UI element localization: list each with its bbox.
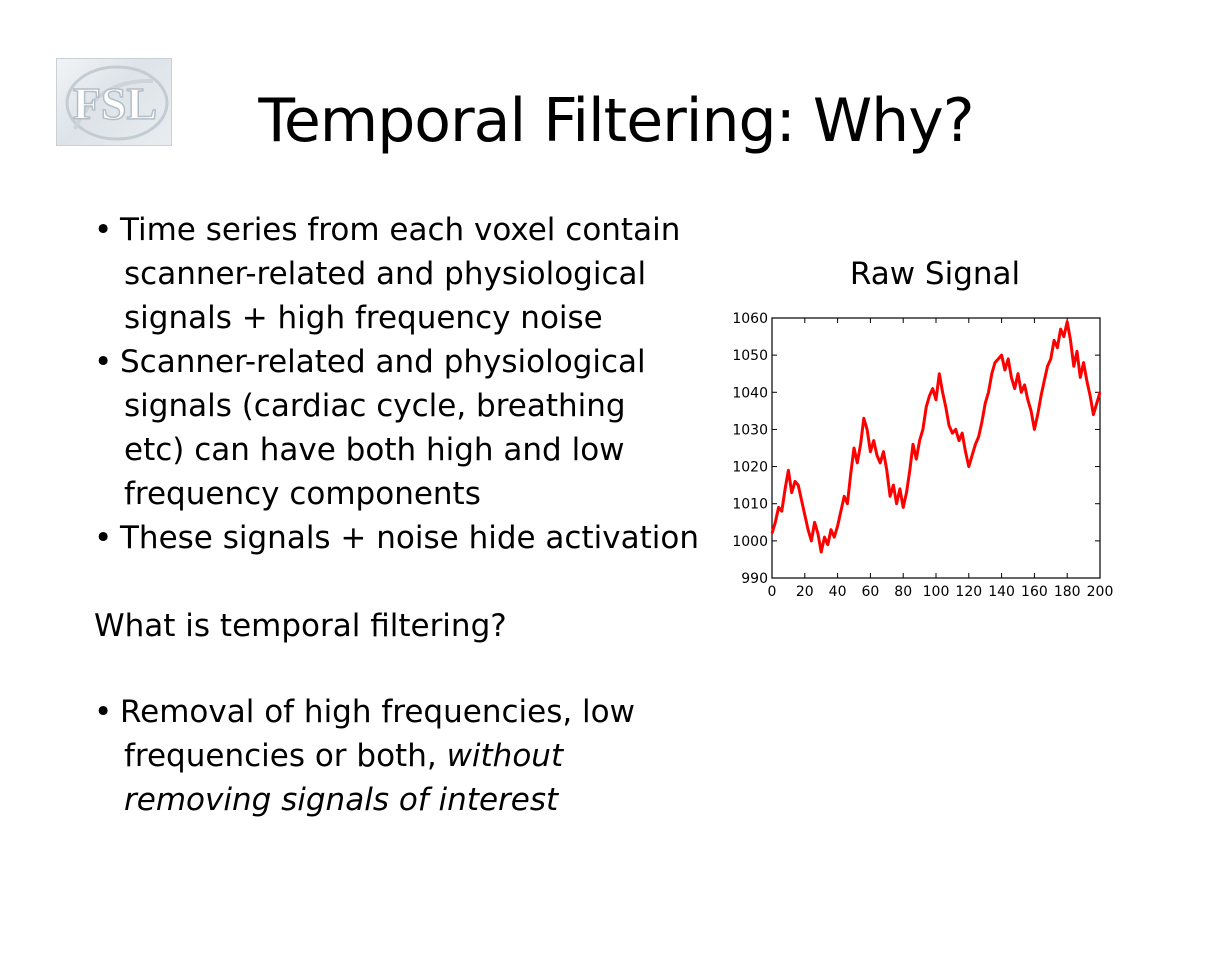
x-tick-label: 20 xyxy=(796,584,814,600)
answer-line-2-italic: without xyxy=(446,738,564,774)
bullet-1-line-3: signals + high frequency noise xyxy=(124,300,603,336)
bullet-3-line-1: These signals + noise hide activation xyxy=(120,520,699,556)
x-tick-label: 0 xyxy=(768,584,777,600)
x-tick-label: 200 xyxy=(1087,584,1114,600)
answer-line-2: frequencies or both, xyxy=(124,738,447,774)
bullet-1-line-2: scanner-related and physiological xyxy=(124,256,647,292)
bullet-2-line-1: Scanner-related and physiological xyxy=(120,344,646,380)
signal-series-line xyxy=(770,320,1102,554)
slide-title: Temporal Filtering: Why? xyxy=(258,86,974,156)
y-tick-label: 1060 xyxy=(732,311,768,327)
bullet-item-2: • Scanner-related and physiological signa… xyxy=(94,340,699,516)
answer-bullet: • Removal of high frequencies, low freque… xyxy=(94,690,635,822)
x-tick-label: 160 xyxy=(1021,584,1048,600)
logo-text: FSL xyxy=(73,78,157,129)
x-tick-label: 120 xyxy=(955,584,982,600)
fsl-logo: FSL xyxy=(56,58,172,146)
answer-block: • Removal of high frequencies, low freque… xyxy=(94,690,635,822)
y-tick-label: 1050 xyxy=(732,348,768,364)
bullet-item-3: • These signals + noise hide activation xyxy=(94,516,699,560)
bullet-marker: • xyxy=(94,694,113,730)
y-tick-label: 1030 xyxy=(732,422,768,438)
x-tick-label: 60 xyxy=(861,584,879,600)
y-tick-label: 1040 xyxy=(732,385,768,401)
bullet-item-1: • Time series from each voxel contain sca… xyxy=(94,208,699,340)
bullet-marker: • xyxy=(94,520,113,556)
x-tick-label: 140 xyxy=(988,584,1015,600)
bullet-2-line-4: frequency components xyxy=(124,476,481,512)
y-tick-label: 990 xyxy=(741,571,768,587)
y-tick-label: 1000 xyxy=(732,534,768,550)
y-tick-label: 1010 xyxy=(732,497,768,513)
bullet-marker: • xyxy=(94,344,113,380)
x-tick-label: 100 xyxy=(923,584,950,600)
x-tick-label: 80 xyxy=(894,584,912,600)
fsl-logo-graphic: FSL xyxy=(65,65,169,141)
bullet-marker: • xyxy=(94,212,113,248)
answer-line-1: Removal of high frequencies, low xyxy=(120,694,635,730)
question-text: What is temporal filtering? xyxy=(94,608,507,644)
raw-signal-chart: 0 20 40 60 80 100 120 140 160 180 200 990 1000 1010 10… xyxy=(732,311,1113,600)
chart-title: Raw Signal xyxy=(849,256,1021,292)
bullet-list: • Time series from each voxel contain sca… xyxy=(94,208,699,560)
answer-line-3-italic: removing signals of interest xyxy=(124,782,559,818)
x-tick-label: 40 xyxy=(829,584,847,600)
y-tick-label: 1020 xyxy=(732,460,768,476)
bullet-1-line-1: Time series from each voxel contain xyxy=(120,212,681,248)
x-tick-label: 180 xyxy=(1054,584,1081,600)
tick-group: 0 20 40 60 80 100 120 140 160 180 200 990 1000 1010 10… xyxy=(732,311,1113,600)
bullet-2-line-3: etc) can have both high and low xyxy=(124,432,625,468)
bullet-2-line-2: signals (cardiac cycle, breathing xyxy=(124,388,626,424)
